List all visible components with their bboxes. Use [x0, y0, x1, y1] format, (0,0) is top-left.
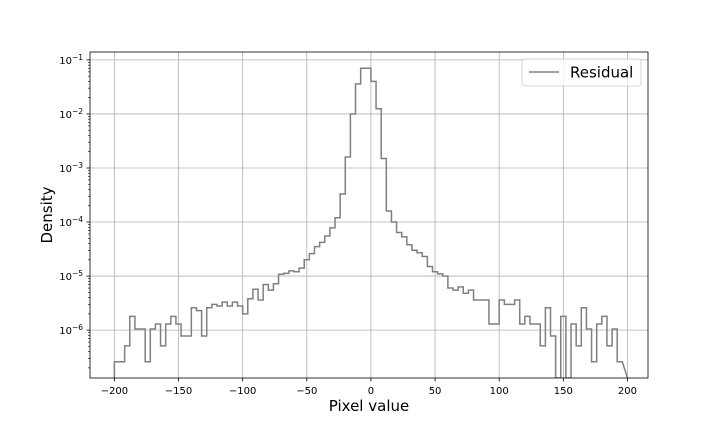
y-tick-label: 10−1	[59, 53, 83, 67]
y-tick-label: 10−4	[59, 215, 83, 229]
x-tick-label: 150	[554, 386, 573, 397]
x-tick-label: −150	[165, 386, 192, 397]
legend-box	[521, 58, 642, 87]
x-tick-label: 0	[368, 386, 374, 397]
x-tick-label: 50	[429, 386, 442, 397]
y-tick-label: 10−6	[59, 323, 83, 337]
x-tick-label: −200	[101, 386, 128, 397]
series-residual-step	[113, 67, 629, 378]
x-tick-label: −100	[229, 386, 256, 397]
grid-lines	[90, 52, 648, 378]
y-axis-label: Density	[38, 186, 56, 243]
y-tick-label: 10−2	[59, 107, 83, 121]
plot-frame	[89, 51, 649, 379]
series-layer	[113, 67, 629, 378]
x-tick-label: −50	[296, 386, 317, 397]
y-tick-label: 10−3	[59, 161, 83, 175]
x-axis-label: Pixel value	[329, 397, 409, 415]
y-tick-label: 10−5	[59, 269, 83, 283]
x-axis-ticks: −200 −150 −100 −50 0 50 100 150 200	[101, 378, 637, 397]
x-tick-label: 100	[490, 386, 509, 397]
x-tick-label: 200	[618, 386, 637, 397]
y-axis-ticks: 10−6 10−5 10−4 10−3 10−2 10−1	[59, 53, 90, 369]
legend-label-residual: Residual	[570, 64, 633, 82]
legend: Residual	[521, 58, 642, 87]
